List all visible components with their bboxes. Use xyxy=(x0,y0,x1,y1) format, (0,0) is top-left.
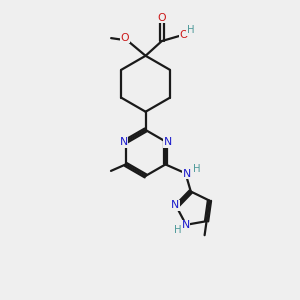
Text: H: H xyxy=(187,26,194,35)
Text: H: H xyxy=(193,164,200,174)
Text: O: O xyxy=(179,30,188,40)
Text: N: N xyxy=(119,137,128,147)
Text: O: O xyxy=(158,13,166,23)
Text: H: H xyxy=(174,224,182,235)
Text: N: N xyxy=(182,220,190,230)
Text: N: N xyxy=(183,169,191,179)
Text: N: N xyxy=(171,200,179,210)
Text: N: N xyxy=(164,137,172,147)
Text: O: O xyxy=(121,32,129,43)
